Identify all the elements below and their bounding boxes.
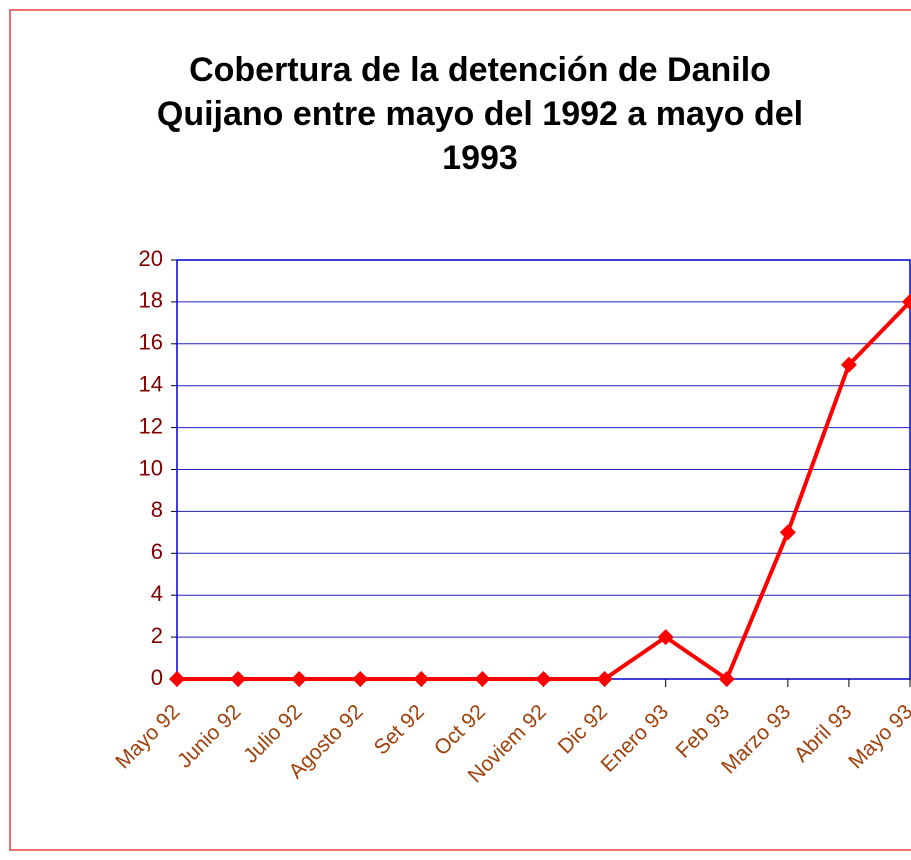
y-tick-label: 2 bbox=[151, 623, 163, 648]
data-line bbox=[177, 300, 911, 681]
x-tick-label: Mayo 92 bbox=[111, 700, 184, 773]
x-tick-label: Oct 92 bbox=[430, 700, 490, 760]
data-point bbox=[474, 671, 491, 687]
data-point bbox=[779, 524, 796, 541]
data-point bbox=[413, 671, 430, 687]
data-point bbox=[657, 629, 674, 646]
y-tick-label: 8 bbox=[151, 497, 163, 522]
data-point bbox=[902, 293, 911, 310]
y-tick-label: 14 bbox=[139, 372, 163, 397]
x-tick-label: Junio 92 bbox=[173, 700, 245, 772]
data-point bbox=[291, 671, 308, 687]
y-tick-label: 16 bbox=[139, 330, 163, 355]
x-tick-label: Set 92 bbox=[370, 700, 429, 759]
y-tick-label: 20 bbox=[139, 246, 163, 271]
data-point bbox=[718, 671, 735, 687]
data-point bbox=[352, 671, 369, 687]
data-point bbox=[840, 356, 857, 373]
chart-border bbox=[9, 9, 911, 851]
y-tick-label: 10 bbox=[139, 455, 163, 480]
y-tick-label: 18 bbox=[139, 288, 163, 313]
x-tick-label: Mayo 93 bbox=[844, 700, 911, 773]
y-tick-label: 0 bbox=[151, 665, 163, 690]
data-point bbox=[169, 671, 185, 687]
x-tick-label: Dic 92 bbox=[554, 700, 612, 758]
y-tick-label: 4 bbox=[151, 581, 163, 606]
data-point bbox=[230, 671, 247, 687]
data-point bbox=[596, 671, 613, 687]
y-tick-label: 12 bbox=[139, 413, 163, 438]
chart-title: Cobertura de la detención de Danilo Quij… bbox=[156, 51, 804, 177]
x-tick-label: Enero 93 bbox=[597, 700, 674, 777]
y-tick-label: 6 bbox=[151, 539, 163, 564]
data-point bbox=[535, 671, 552, 687]
